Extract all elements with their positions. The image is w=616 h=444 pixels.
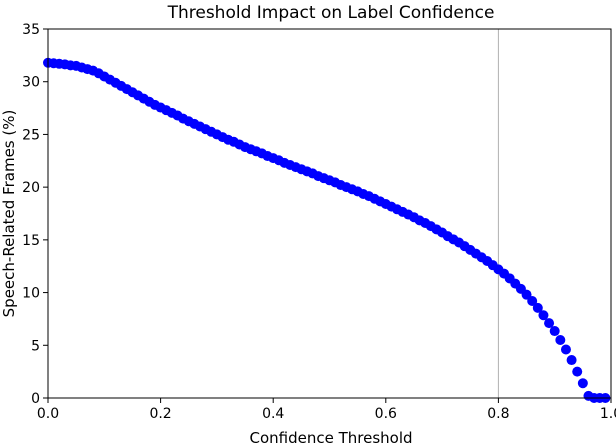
- x-tick-label: 0.6: [375, 406, 397, 422]
- y-tick-label: 0: [31, 391, 40, 407]
- x-tick-label: 0.4: [262, 406, 284, 422]
- data-point: [560, 344, 571, 355]
- data-point: [549, 326, 560, 337]
- data-points: [43, 57, 611, 403]
- data-point: [566, 355, 577, 366]
- x-tick-label: 1.0: [600, 406, 616, 422]
- y-axis-ticks: 0 5 10 15 20 25 30 35: [22, 22, 48, 407]
- data-point: [538, 310, 549, 321]
- data-point: [555, 335, 566, 346]
- y-tick-label: 15: [22, 233, 40, 249]
- y-tick-label: 20: [22, 180, 40, 196]
- x-tick-label: 0.0: [37, 406, 59, 422]
- data-point: [544, 318, 555, 329]
- y-axis-label: Speech-Related Frames (%): [0, 110, 18, 318]
- x-axis-ticks: 0.0 0.2 0.4 0.6 0.8 1.0: [37, 398, 616, 422]
- data-point: [527, 296, 538, 307]
- plot-frame: [47, 28, 612, 399]
- y-tick-label: 25: [22, 127, 40, 143]
- y-tick-label: 35: [22, 22, 40, 38]
- data-point: [532, 302, 543, 313]
- y-tick-label: 10: [22, 286, 40, 302]
- chart-title: Threshold Impact on Label Confidence: [167, 3, 495, 23]
- y-tick-label: 30: [22, 75, 40, 91]
- x-tick-label: 0.8: [487, 406, 509, 422]
- y-tick-label: 5: [31, 338, 40, 354]
- x-axis-label: Confidence Threshold: [249, 429, 412, 444]
- data-point: [572, 366, 583, 377]
- data-point: [577, 378, 588, 389]
- x-tick-label: 0.2: [149, 406, 171, 422]
